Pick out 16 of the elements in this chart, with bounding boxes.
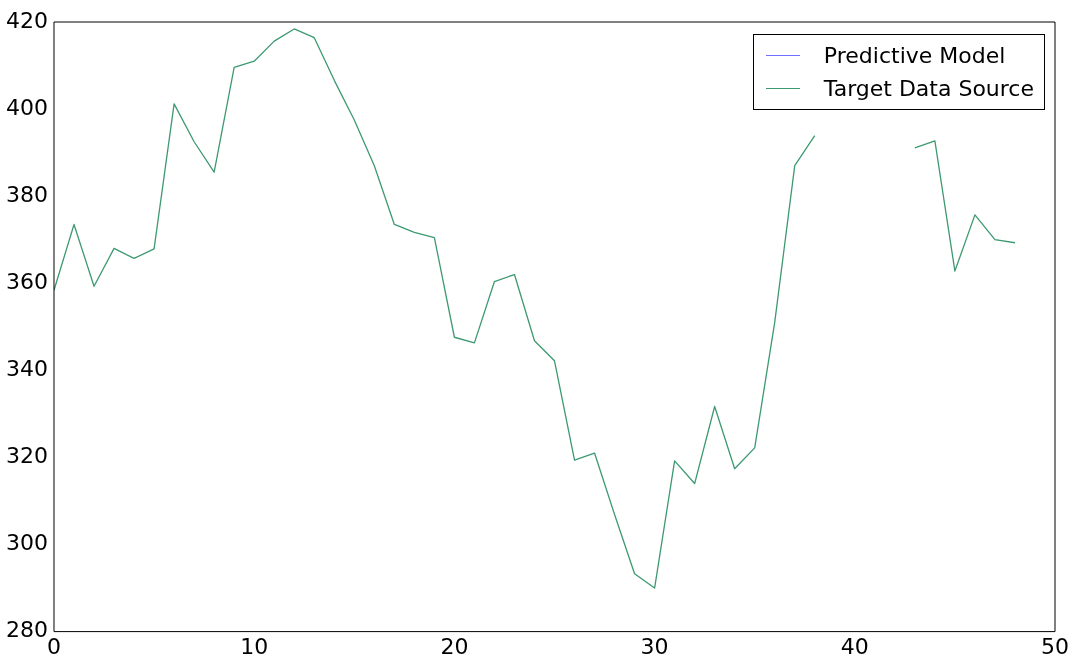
x-tick-label: 10 (240, 633, 269, 659)
x-tick-label: 40 (840, 633, 869, 659)
y-tick-label: 340 (5, 356, 48, 382)
y-tick-label: 400 (5, 94, 48, 120)
x-tick-label: 20 (440, 633, 469, 659)
y-tick-label: 380 (5, 181, 48, 207)
y-tick-label: 320 (5, 443, 48, 469)
x-tick-label: 50 (1041, 633, 1069, 659)
legend-label: Target Data Source (823, 76, 1034, 101)
y-tick-label: 280 (5, 617, 48, 643)
legend-label: Predictive Model (823, 43, 1006, 68)
x-tick-label: 30 (640, 633, 669, 659)
x-tick-label: 0 (46, 633, 61, 659)
y-tick-label: 360 (5, 268, 48, 294)
y-tick-label: 420 (5, 7, 48, 33)
y-tick-label: 300 (5, 530, 48, 556)
